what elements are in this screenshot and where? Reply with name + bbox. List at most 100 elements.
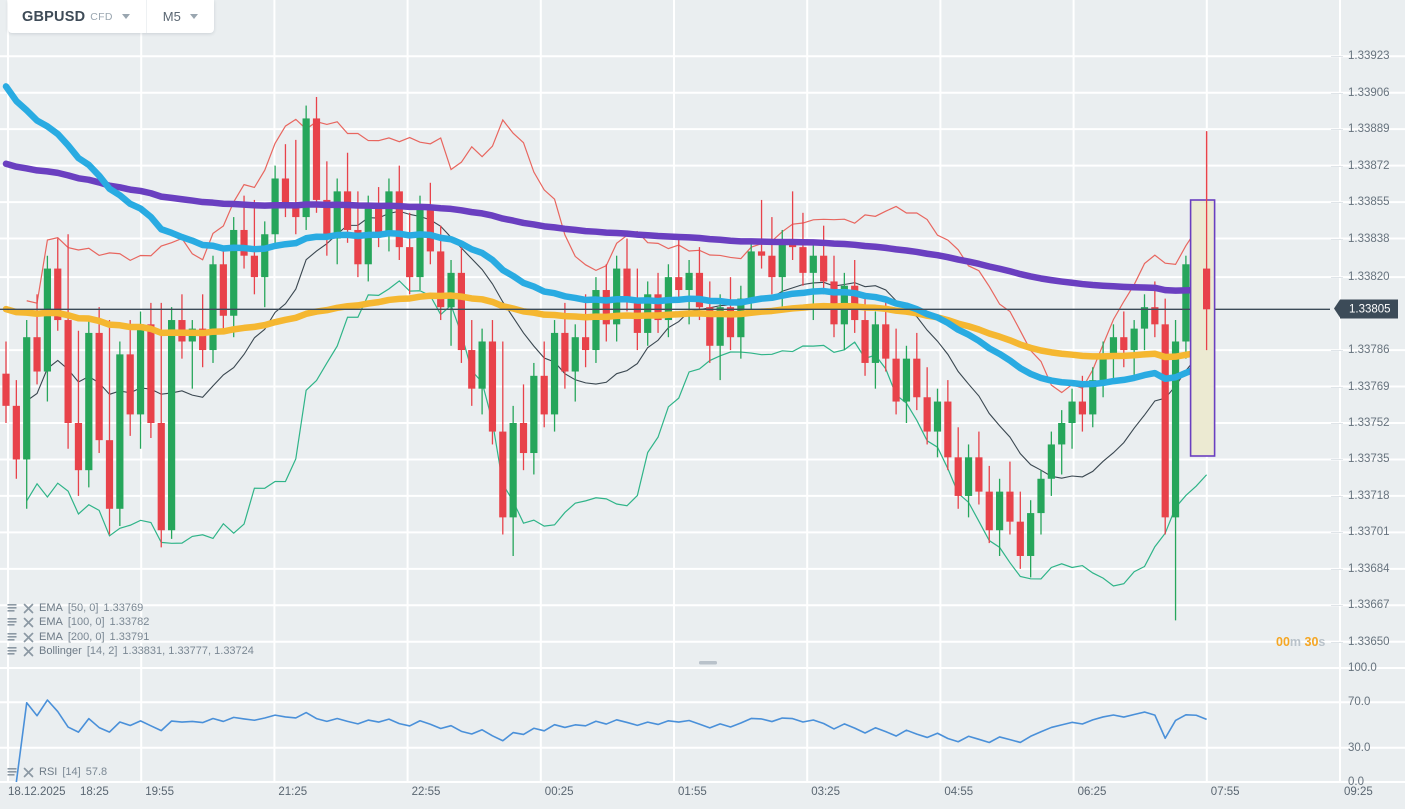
- close-icon[interactable]: [23, 603, 34, 614]
- price-axis-tick: [1331, 202, 1343, 204]
- bollinger-upper-band: [26, 118, 1207, 394]
- indicator-settings-icon[interactable]: [7, 632, 18, 643]
- indicator-settings-icon[interactable]: [7, 603, 18, 614]
- candle-body: [168, 320, 176, 531]
- candle-body: [499, 431, 507, 518]
- candle-body: [861, 320, 869, 363]
- candle-body: [582, 337, 590, 351]
- candle-body: [820, 255, 828, 282]
- legend-row[interactable]: EMA [100, 0] 1.33782: [7, 617, 149, 628]
- indicator-values: 1.33791: [109, 630, 150, 643]
- candle-body: [809, 255, 817, 273]
- indicator-settings-icon[interactable]: [7, 617, 18, 628]
- indicator-values: 1.33782: [109, 616, 150, 629]
- candle-body: [302, 118, 310, 218]
- indicator-params: [14]: [62, 766, 81, 778]
- indicator-params: [200, 0]: [67, 630, 105, 643]
- candle-body: [871, 324, 879, 363]
- indicator-params: [50, 0]: [67, 602, 99, 614]
- indicator-name: RSI: [39, 766, 58, 778]
- candle-body: [2, 373, 10, 406]
- candle-body: [240, 229, 248, 256]
- close-icon[interactable]: [23, 646, 34, 657]
- candle-body: [74, 423, 83, 471]
- symbol-name: GBPUSD: [22, 8, 86, 25]
- candle-body: [737, 298, 745, 338]
- price-axis-tick: [1331, 422, 1343, 424]
- candle-body: [395, 191, 403, 248]
- price-axis-tick: [1331, 92, 1343, 94]
- price-axis-label: 1.33769: [1348, 380, 1390, 393]
- candle-body: [1109, 337, 1118, 355]
- candle-body: [1151, 307, 1159, 325]
- indicator-values: 57.8: [85, 766, 108, 778]
- legend-row[interactable]: EMA [50, 0] 1.33769: [7, 603, 143, 614]
- time-axis-label: 03:25: [811, 786, 840, 798]
- candle-body: [530, 375, 538, 454]
- price-axis-label: 1.33650: [1348, 635, 1390, 648]
- candle-body: [830, 281, 838, 325]
- candle-body: [592, 290, 600, 351]
- indicator-settings-icon[interactable]: [7, 646, 18, 657]
- price-axis-label: 1.33923: [1348, 50, 1390, 63]
- candle-body: [54, 268, 62, 321]
- candle-body: [623, 268, 631, 299]
- rsi-axis-label: 70.0: [1348, 696, 1371, 709]
- price-axis-label: 1.33752: [1348, 416, 1390, 429]
- moving-averages: [2, 83, 1200, 388]
- chevron-down-icon[interactable]: [121, 14, 130, 19]
- candle-body: [199, 328, 207, 351]
- candle-body: [933, 401, 942, 432]
- candle-body: [1016, 521, 1024, 556]
- time-axis-label: 22:55: [411, 786, 441, 798]
- candle-body: [1099, 354, 1107, 381]
- legend-row[interactable]: EMA [200, 0] 1.33791: [7, 630, 150, 643]
- candle-body: [375, 208, 383, 235]
- countdown-seconds: 30: [1304, 635, 1319, 649]
- time-axis-label: 06:25: [1077, 786, 1107, 798]
- price-axis-tick: [1331, 56, 1343, 58]
- candle-body: [157, 423, 165, 531]
- candle-body: [799, 247, 807, 273]
- chevron-down-icon[interactable]: [189, 14, 198, 19]
- time-axis-label: 00:25: [544, 786, 574, 798]
- candle-body: [261, 234, 269, 278]
- price-axis-label: 1.33872: [1348, 159, 1390, 172]
- candle-body: [1089, 380, 1097, 415]
- candle-body: [105, 440, 114, 509]
- candle-body: [675, 277, 683, 291]
- candle-body: [219, 264, 227, 316]
- candle-body: [944, 401, 952, 458]
- timeframe-selector[interactable]: M5: [147, 9, 208, 24]
- candle-body: [561, 332, 569, 372]
- indicator-settings-icon[interactable]: [7, 767, 18, 778]
- symbol-selector[interactable]: GBPUSD CFD: [22, 9, 130, 25]
- rsi-axis-label: 30.0: [1348, 741, 1371, 754]
- indicator-values: 1.33769: [103, 602, 144, 614]
- candle-body: [685, 272, 693, 291]
- bollinger-lower-band: [26, 280, 1208, 587]
- close-icon[interactable]: [23, 617, 34, 628]
- time-axis-label: 04:55: [944, 786, 974, 798]
- price-axis-label: 1.33735: [1348, 453, 1390, 466]
- candle-body: [116, 354, 124, 509]
- pane-resize-handle[interactable]: [699, 661, 717, 665]
- ema-100-line: [2, 292, 1200, 361]
- legend-row[interactable]: RSI [14] 57.8: [7, 767, 107, 778]
- close-icon[interactable]: [23, 767, 34, 778]
- price-axis-tick: [1331, 568, 1343, 570]
- indicator-name: EMA: [39, 616, 63, 629]
- legend-row[interactable]: Bollinger [14, 2] 1.33831, 1.33777, 1.3372…: [7, 645, 254, 657]
- time-axis-label: 01:55: [678, 786, 707, 798]
- candle-body: [985, 491, 993, 531]
- candle-body: [95, 332, 103, 441]
- toolbar-divider: [145, 0, 147, 33]
- close-icon[interactable]: [23, 632, 34, 643]
- price-axis-label: 1.33889: [1348, 123, 1390, 136]
- price-axis-background: [1330, 0, 1405, 809]
- candle-body: [768, 255, 776, 278]
- candle-body: [1047, 444, 1055, 479]
- candle-body: [1130, 328, 1138, 351]
